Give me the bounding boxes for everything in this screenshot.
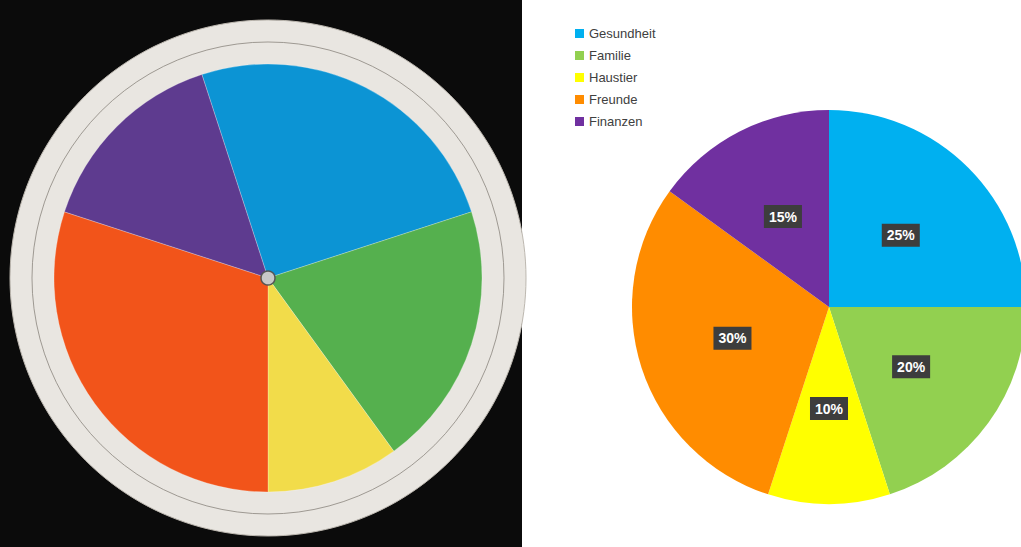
svg-text:Familie: Familie	[589, 48, 631, 63]
svg-text:Haustier: Haustier	[589, 70, 638, 85]
svg-text:Freunde: Freunde	[589, 92, 637, 107]
svg-text:10%: 10%	[815, 401, 844, 417]
svg-text:Finanzen: Finanzen	[589, 114, 642, 129]
svg-text:Gesundheit: Gesundheit	[589, 26, 656, 41]
svg-text:25%: 25%	[887, 227, 916, 243]
svg-text:20%: 20%	[897, 359, 926, 375]
svg-text:30%: 30%	[718, 330, 747, 346]
svg-text:15%: 15%	[769, 209, 798, 225]
